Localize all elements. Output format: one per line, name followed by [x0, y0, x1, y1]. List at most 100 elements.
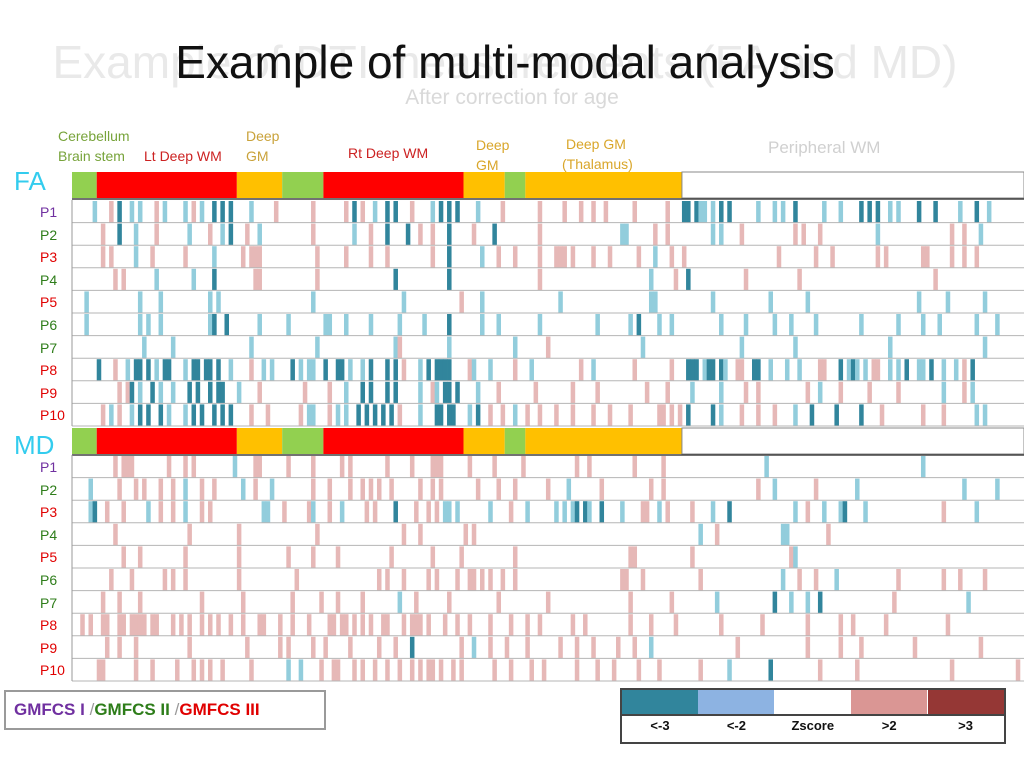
- heatmap-cell: [574, 456, 580, 478]
- heatmap-cell: [253, 456, 258, 478]
- heatmap-cell: [867, 381, 872, 404]
- heatmap-cell: [805, 591, 811, 614]
- heatmap-cell: [838, 636, 844, 659]
- heatmap-cell: [401, 569, 407, 591]
- heatmap-cell: [352, 614, 357, 636]
- heatmap-cell: [620, 223, 625, 246]
- heatmap-cell: [640, 569, 646, 591]
- heatmap-cell: [133, 359, 139, 381]
- heatmap-cell: [562, 246, 567, 268]
- heatmap-cell: [471, 223, 477, 246]
- region-band-fa-8: [681, 171, 1024, 199]
- heatmap-cell: [496, 314, 502, 336]
- heatmap-cell: [385, 381, 390, 404]
- heatmap-cell: [129, 614, 135, 636]
- heatmap-cell: [430, 456, 436, 478]
- heatmap-cell: [500, 404, 506, 426]
- heatmap-cell: [562, 201, 567, 223]
- heatmap-cell: [261, 501, 267, 523]
- heatmap-cell: [191, 268, 197, 291]
- heatmap-cell: [545, 336, 551, 359]
- heatmap-cell: [665, 381, 670, 404]
- heatmap-cell: [533, 381, 539, 404]
- heatmap-cell: [739, 359, 745, 381]
- heatmap-cell: [888, 336, 893, 359]
- heatmap-cell: [653, 246, 658, 268]
- slide-title: Example of multi-modal analysis: [175, 36, 835, 88]
- heatmap-cell: [702, 201, 708, 223]
- heatmap-cell: [212, 404, 217, 426]
- heatmap-cell: [455, 569, 460, 591]
- heatmap-cell: [657, 314, 662, 336]
- heatmap-cell: [793, 546, 798, 568]
- heatmap-cell: [187, 381, 192, 404]
- heatmap-cell: [681, 201, 687, 223]
- heatmap-cell: [451, 404, 456, 426]
- heatmap-cell: [228, 359, 234, 381]
- heatmap-cell: [195, 359, 201, 381]
- heatmap-cell: [875, 201, 881, 223]
- heatmap-cell: [84, 291, 89, 313]
- gmfcs-1-label: GMFCS I: [14, 700, 85, 719]
- heatmap-cell: [170, 614, 176, 636]
- heatmap-cell: [438, 359, 444, 381]
- heatmap-cell: [434, 404, 440, 426]
- heatmap-cell: [100, 614, 106, 636]
- heatmap-cell: [512, 359, 518, 381]
- heatmap-cell: [949, 246, 955, 268]
- heatmap-cell: [137, 614, 143, 636]
- heatmap-cell: [665, 201, 670, 223]
- heatmap-cell: [599, 478, 605, 501]
- region-label-peripheral-wm: Peripheral WM: [768, 138, 881, 157]
- heatmap-cell: [933, 201, 938, 223]
- heatmap-cell: [735, 636, 741, 659]
- heatmap-cell: [339, 501, 345, 523]
- heatmap-cell: [146, 314, 151, 336]
- heatmap-cell: [496, 478, 502, 501]
- heatmap-cell: [142, 614, 147, 636]
- heatmap-cell: [739, 336, 745, 359]
- heatmap-cell: [772, 591, 778, 614]
- legend-swatch-2: [774, 690, 851, 714]
- heatmap-cell: [179, 614, 184, 636]
- heatmap-cell: [92, 201, 98, 223]
- heatmap-cell: [525, 636, 530, 659]
- heatmap-cell: [620, 501, 625, 523]
- heatmap-cell: [657, 404, 662, 426]
- heatmap-cell: [756, 359, 761, 381]
- heatmap-cell: [793, 336, 798, 359]
- heatmap-cell: [603, 201, 609, 223]
- heatmap-cell: [397, 591, 403, 614]
- heatmap-cell: [867, 201, 872, 223]
- heatmap-cell: [480, 246, 485, 268]
- heatmap-cell: [805, 381, 811, 404]
- heatmap-cell: [727, 659, 732, 681]
- heatmap-cell: [636, 314, 642, 336]
- heatmap-cell: [224, 314, 230, 336]
- heatmap-cell: [133, 659, 139, 681]
- heatmap-cell: [372, 659, 378, 681]
- heatmap-cell: [475, 478, 481, 501]
- heatmap-cell: [743, 268, 749, 291]
- heatmap-cell: [595, 381, 600, 404]
- heatmap-cell: [154, 268, 159, 291]
- heatmap-cell: [117, 381, 122, 404]
- heatmap-cell: [430, 478, 436, 501]
- region-band-fa-2: [236, 172, 283, 198]
- heatmap-cell: [323, 359, 328, 381]
- heatmap-cell: [368, 381, 374, 404]
- patient-label-fa-p9: P9: [40, 384, 58, 401]
- heatmap-cell: [855, 478, 860, 501]
- heatmap-cell: [508, 659, 514, 681]
- heatmap-cell: [418, 223, 423, 246]
- heatmap-cell: [183, 246, 188, 268]
- region-label-deep-gm-1b: GM: [246, 148, 269, 164]
- heatmap-cell: [632, 359, 638, 381]
- heatmap-cell: [541, 659, 547, 681]
- heatmap-cell: [430, 659, 436, 681]
- patient-label-md-p2: P2: [40, 481, 58, 498]
- heatmap-cell: [199, 201, 205, 223]
- heatmap-cell: [125, 359, 131, 381]
- heatmap-cell: [488, 614, 493, 636]
- heatmap-cell: [793, 223, 798, 246]
